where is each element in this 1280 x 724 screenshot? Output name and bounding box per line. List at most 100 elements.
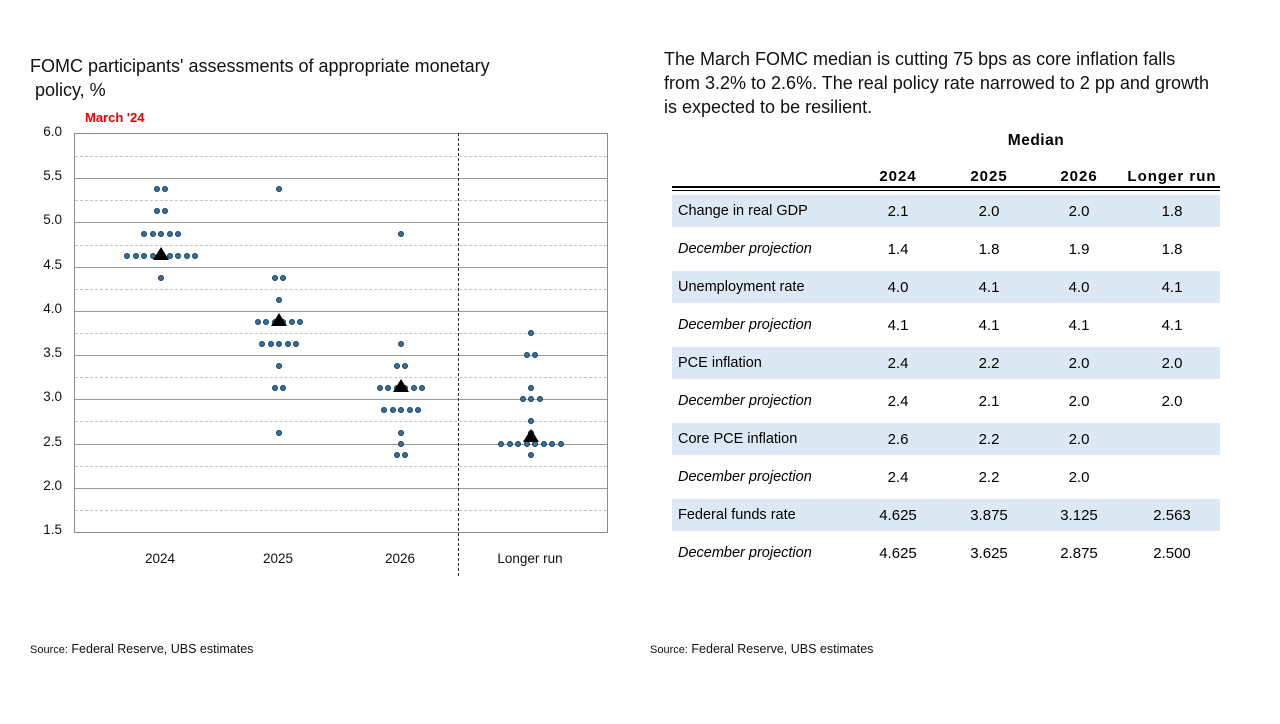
projection-dot (381, 407, 387, 414)
table-header-empty (672, 168, 852, 185)
gridline-major (75, 399, 607, 401)
table-cell: 2.6 (887, 430, 909, 448)
projection-dot (506, 440, 513, 447)
table-cell: 2.0 (1161, 354, 1183, 372)
table-cell: 2.0 (1068, 202, 1090, 220)
projection-dot (523, 352, 530, 359)
table-cell: 2.500 (1153, 544, 1191, 562)
table-cell: 4.0 (887, 278, 909, 296)
projection-dot (385, 385, 392, 392)
table-cell: 2.2 (978, 468, 1000, 486)
table-cell: 3.875 (970, 506, 1008, 524)
projection-dot (276, 186, 282, 193)
source-right-label: Source: (650, 644, 688, 656)
table-cell: 1.8 (1161, 240, 1183, 258)
projection-dot (175, 230, 181, 237)
projection-dot (398, 429, 404, 436)
table-header-longer-run: Longer run (1127, 168, 1217, 185)
gridline-minor (75, 421, 607, 423)
gridline-major (75, 310, 607, 312)
table-cell: 4.1 (1161, 316, 1183, 334)
projection-dot (293, 341, 299, 348)
median-triangle (523, 429, 539, 442)
projection-dot (162, 208, 169, 215)
table-body: Change in real GDP 2.1 2.0 2.0 1.8 December p… (672, 192, 1220, 572)
projection-dot (532, 352, 539, 359)
projection-dot (557, 440, 564, 447)
table-header-2024: 2024 (879, 168, 917, 185)
gridline-minor (75, 156, 607, 158)
x-tick-label: 2024 (144, 551, 176, 566)
projection-dot (528, 396, 534, 403)
projection-dot (398, 407, 404, 414)
projection-dot (276, 363, 282, 370)
projection-dot (124, 252, 130, 259)
gridline-minor (75, 509, 607, 511)
table-cell: 2.0 (1068, 430, 1090, 448)
gridline-major (75, 178, 607, 180)
table-cell: 4.1 (978, 316, 1000, 334)
table-cell: 1.8 (1161, 202, 1183, 220)
projection-dot (149, 230, 156, 237)
source-left: Source: Federal Reserve, UBS estimates (30, 642, 253, 656)
table-row: December projection 4.1 4.1 4.1 4.1 (672, 306, 1220, 344)
y-tick-label: 4.0 (43, 300, 62, 316)
projection-dot (528, 330, 534, 336)
projection-dot (132, 252, 139, 259)
projection-dot (276, 341, 282, 348)
table-cell: 4.1 (887, 316, 909, 334)
projection-dot (498, 440, 505, 447)
projection-dot (153, 208, 160, 215)
table-row-label: Change in real GDP (678, 203, 808, 219)
table-cell: 2.2 (978, 430, 1000, 448)
table-header-2025: 2025 (970, 168, 1008, 185)
projection-dot (153, 186, 160, 193)
table-cell: 2.563 (1153, 506, 1191, 524)
projection-dot (402, 451, 409, 458)
table-cell: 3.125 (1060, 506, 1098, 524)
y-tick-label: 2.5 (43, 433, 62, 449)
chart-title: FOMC participants' assessments of approp… (30, 54, 490, 102)
source-right: Source: Federal Reserve, UBS estimates (650, 642, 873, 656)
table-row: December projection 2.4 2.2 2.0 (672, 458, 1220, 496)
projection-dot (276, 296, 282, 303)
table-cell: 2.4 (887, 468, 909, 486)
projection-dot (158, 230, 164, 237)
projection-dot (406, 407, 413, 414)
projection-dot (280, 274, 287, 281)
table-cell: 2.1 (978, 392, 1000, 410)
projection-dot (259, 341, 265, 348)
projection-dot (162, 186, 169, 193)
projection-dot (528, 418, 534, 425)
y-tick-label: 2.0 (43, 477, 62, 493)
table-row-label: Federal funds rate (678, 507, 796, 523)
table-cell: 4.1 (1068, 316, 1090, 334)
table-row-label: Unemployment rate (678, 279, 805, 295)
y-tick-label: 3.0 (43, 389, 62, 405)
table-cell: 2.875 (1060, 544, 1098, 562)
table-cell: 2.4 (887, 392, 909, 410)
table-header-2026: 2026 (1060, 168, 1098, 185)
table-row-label: Core PCE inflation (678, 431, 798, 447)
table-row: December projection 1.4 1.8 1.9 1.8 (672, 230, 1220, 268)
table-row-label: December projection (678, 545, 812, 561)
table-cell: 2.0 (1068, 354, 1090, 372)
projection-dot (515, 440, 522, 447)
projection-dot (393, 451, 400, 458)
table-cell: 2.1 (887, 202, 909, 220)
source-left-text: Federal Reserve, UBS estimates (71, 642, 254, 656)
projection-dot (398, 440, 404, 447)
table-cell: 1.9 (1068, 240, 1090, 258)
x-tick-label: 2026 (384, 551, 416, 566)
plot-area (74, 133, 608, 533)
table-row: December projection 2.4 2.1 2.0 2.0 (672, 382, 1220, 420)
table-cell: 4.625 (879, 506, 917, 524)
projection-dot (540, 440, 547, 447)
x-tick-label: Longer run (497, 551, 563, 566)
table-row-label: December projection (678, 393, 812, 409)
projection-dot (419, 385, 426, 392)
y-tick-label: 6.0 (43, 124, 62, 139)
gridline-major (75, 266, 607, 268)
table-cell: 4.1 (978, 278, 1000, 296)
